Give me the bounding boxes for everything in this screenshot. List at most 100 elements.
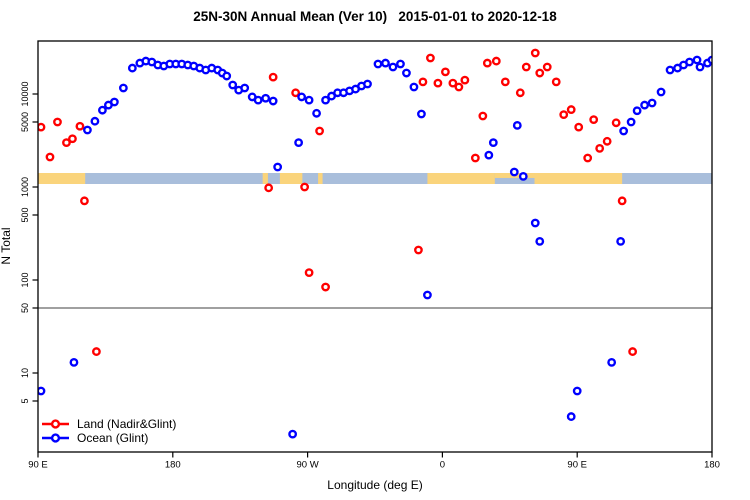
data-point [268,96,278,106]
y-tick-label: 500 [20,207,30,222]
data-point [264,183,274,193]
data-point [423,290,432,300]
data-point [518,172,528,181]
y-tick-label: 100 [20,272,30,287]
data-point [90,116,100,126]
y-tick-label: 10 [20,368,30,378]
data-point [583,153,593,163]
ocean-strip-base [38,173,712,184]
data-point [566,412,576,421]
data-point [551,77,561,87]
data-point [304,268,314,278]
data-point [291,88,301,98]
data-point [304,95,314,105]
x-tick-label: 90 W [297,460,319,471]
data-point [454,82,464,92]
land-strip-segment [427,173,495,184]
x-axis-title: Longitude (deg E) [327,478,423,492]
data-point [373,59,383,69]
x-tick-label: 180 [165,460,181,471]
y-tick-label: 5000 [20,112,30,132]
data-point [109,97,119,107]
data-point [440,67,450,77]
x-tick-label: 90 E [28,460,48,471]
data-point [619,126,629,136]
data-point [418,77,428,87]
data-point [512,120,522,130]
data-point [530,218,540,228]
data-point [83,125,92,135]
data-point [426,53,435,63]
data-point [484,150,494,160]
data-point [656,87,666,97]
data-point [488,138,498,148]
data-point [433,78,443,88]
data-point [75,121,85,131]
data-point [500,77,510,87]
data-point [45,152,55,162]
data-point [602,136,612,146]
x-axis: 90 E 180 90 W 0 90 E 180 [28,452,720,471]
y-tick-label: 10000 [20,81,30,106]
data-point [478,111,488,121]
land-strip-segment [318,173,323,184]
data-point [69,358,79,367]
data-point [315,126,324,136]
x-tick-label: 90 E [567,460,587,471]
data-point [92,347,101,356]
legend-label: Ocean (Glint) [77,431,148,445]
land-strip-segment [262,173,268,184]
data-point [515,88,525,98]
data-point [396,59,405,69]
data-point [363,79,372,89]
data-point [460,75,470,85]
data-point [222,71,232,81]
data-point [626,117,636,127]
data-point [402,68,411,78]
data-point [530,48,540,58]
data-point [80,196,89,206]
data-point [470,153,480,163]
land-strip-segment [534,173,623,184]
data-point [572,386,582,396]
data-point [127,63,137,73]
data-point [574,122,584,132]
data-point [589,115,599,125]
x-tick-label: 0 [440,460,445,471]
data-point [692,55,702,65]
y-axis: 5 10 50 100 500 1000 5000 10000 [20,81,38,404]
data-point [53,117,62,127]
data-point [617,196,627,206]
data-point [253,95,263,105]
plot-inner [37,48,713,439]
data-point [409,82,419,92]
legend-marker [50,433,61,443]
data-point [37,122,46,132]
data-point [68,134,77,144]
data-point [628,347,638,356]
data-point [417,109,426,119]
data-point [535,237,545,246]
land-strip-segment [38,173,86,184]
data-point [388,62,398,72]
chart-title: 25N-30N Annual Mean (Ver 10) 2015-01-01 … [193,9,557,24]
data-point [616,237,626,246]
data-point [640,100,649,110]
data-point [535,68,545,78]
data-point [228,80,238,90]
data-point [240,83,250,93]
legend: Land (Nadir&Glint)Ocean (Glint) [42,417,176,445]
y-tick-label: 50 [20,303,30,313]
series-land [37,48,638,356]
y-tick-label: 1000 [20,177,30,197]
data-point [118,83,128,93]
land-ocean-strip [38,173,712,184]
data-point [595,144,605,153]
plot-border [37,40,713,453]
data-point [312,108,321,118]
data-point [695,62,705,72]
data-point [321,95,330,105]
data-point [381,58,390,68]
